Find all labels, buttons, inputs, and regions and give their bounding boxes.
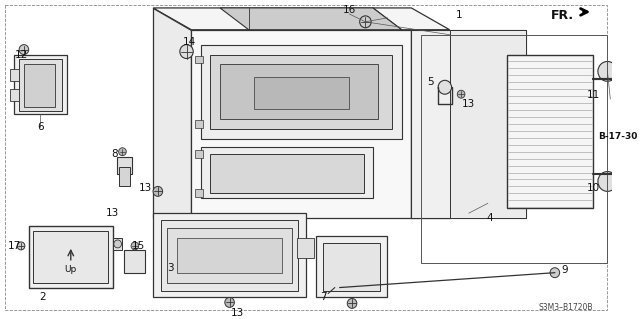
Text: FR.: FR. bbox=[551, 9, 574, 22]
Polygon shape bbox=[14, 55, 67, 114]
Circle shape bbox=[598, 172, 617, 191]
Polygon shape bbox=[29, 226, 113, 287]
Polygon shape bbox=[201, 45, 402, 139]
Polygon shape bbox=[24, 64, 56, 107]
Text: 15: 15 bbox=[132, 241, 145, 251]
Polygon shape bbox=[507, 55, 593, 208]
Polygon shape bbox=[118, 167, 130, 186]
Polygon shape bbox=[153, 8, 191, 218]
Polygon shape bbox=[195, 120, 203, 128]
Text: Up: Up bbox=[65, 265, 77, 274]
Polygon shape bbox=[316, 236, 387, 298]
Polygon shape bbox=[113, 238, 122, 250]
Text: S3M3–B1720B: S3M3–B1720B bbox=[539, 303, 593, 312]
Polygon shape bbox=[10, 89, 19, 101]
Polygon shape bbox=[195, 150, 203, 158]
Polygon shape bbox=[177, 238, 282, 273]
Text: 9: 9 bbox=[561, 265, 568, 275]
Circle shape bbox=[598, 62, 617, 81]
Text: B-17-30: B-17-30 bbox=[598, 132, 637, 141]
Polygon shape bbox=[153, 8, 450, 30]
Polygon shape bbox=[116, 157, 132, 174]
Polygon shape bbox=[153, 213, 306, 298]
Polygon shape bbox=[124, 250, 145, 273]
Text: 1: 1 bbox=[456, 10, 463, 20]
Polygon shape bbox=[220, 8, 402, 30]
Polygon shape bbox=[296, 238, 314, 258]
Polygon shape bbox=[253, 77, 349, 109]
Text: 6: 6 bbox=[37, 122, 44, 132]
Text: 14: 14 bbox=[183, 37, 196, 47]
Text: 16: 16 bbox=[342, 5, 356, 15]
Polygon shape bbox=[195, 56, 203, 63]
Text: 17: 17 bbox=[8, 241, 21, 251]
Circle shape bbox=[180, 45, 193, 58]
Text: 13: 13 bbox=[230, 308, 244, 318]
Polygon shape bbox=[211, 55, 392, 129]
Text: 13: 13 bbox=[139, 183, 152, 193]
Circle shape bbox=[348, 299, 357, 308]
Text: 10: 10 bbox=[586, 183, 600, 193]
Polygon shape bbox=[211, 154, 364, 193]
Text: 4: 4 bbox=[486, 213, 493, 223]
Text: 13: 13 bbox=[462, 99, 476, 109]
Polygon shape bbox=[10, 70, 19, 81]
Circle shape bbox=[19, 45, 29, 55]
Polygon shape bbox=[220, 64, 378, 119]
Circle shape bbox=[17, 242, 25, 250]
Polygon shape bbox=[191, 30, 412, 218]
Polygon shape bbox=[450, 30, 526, 218]
Polygon shape bbox=[33, 231, 108, 283]
Circle shape bbox=[550, 268, 559, 278]
Polygon shape bbox=[19, 60, 62, 111]
Text: 7: 7 bbox=[320, 293, 326, 302]
Circle shape bbox=[153, 186, 163, 196]
Circle shape bbox=[225, 298, 234, 308]
Bar bbox=[421, 35, 607, 263]
Text: 8: 8 bbox=[111, 149, 118, 159]
Polygon shape bbox=[201, 147, 373, 198]
Polygon shape bbox=[412, 30, 450, 218]
Polygon shape bbox=[323, 243, 380, 291]
Text: 12: 12 bbox=[15, 49, 28, 60]
Polygon shape bbox=[195, 189, 203, 197]
Text: 3: 3 bbox=[167, 263, 173, 273]
Circle shape bbox=[360, 16, 371, 28]
Text: 5: 5 bbox=[427, 77, 434, 87]
Polygon shape bbox=[161, 220, 298, 291]
Text: 11: 11 bbox=[586, 90, 600, 100]
Circle shape bbox=[457, 90, 465, 98]
Text: 13: 13 bbox=[106, 208, 120, 218]
Circle shape bbox=[438, 80, 452, 94]
Circle shape bbox=[131, 242, 139, 250]
Text: 2: 2 bbox=[40, 293, 46, 302]
Circle shape bbox=[118, 148, 126, 156]
Polygon shape bbox=[412, 30, 526, 218]
Circle shape bbox=[114, 240, 122, 248]
Polygon shape bbox=[168, 228, 292, 283]
